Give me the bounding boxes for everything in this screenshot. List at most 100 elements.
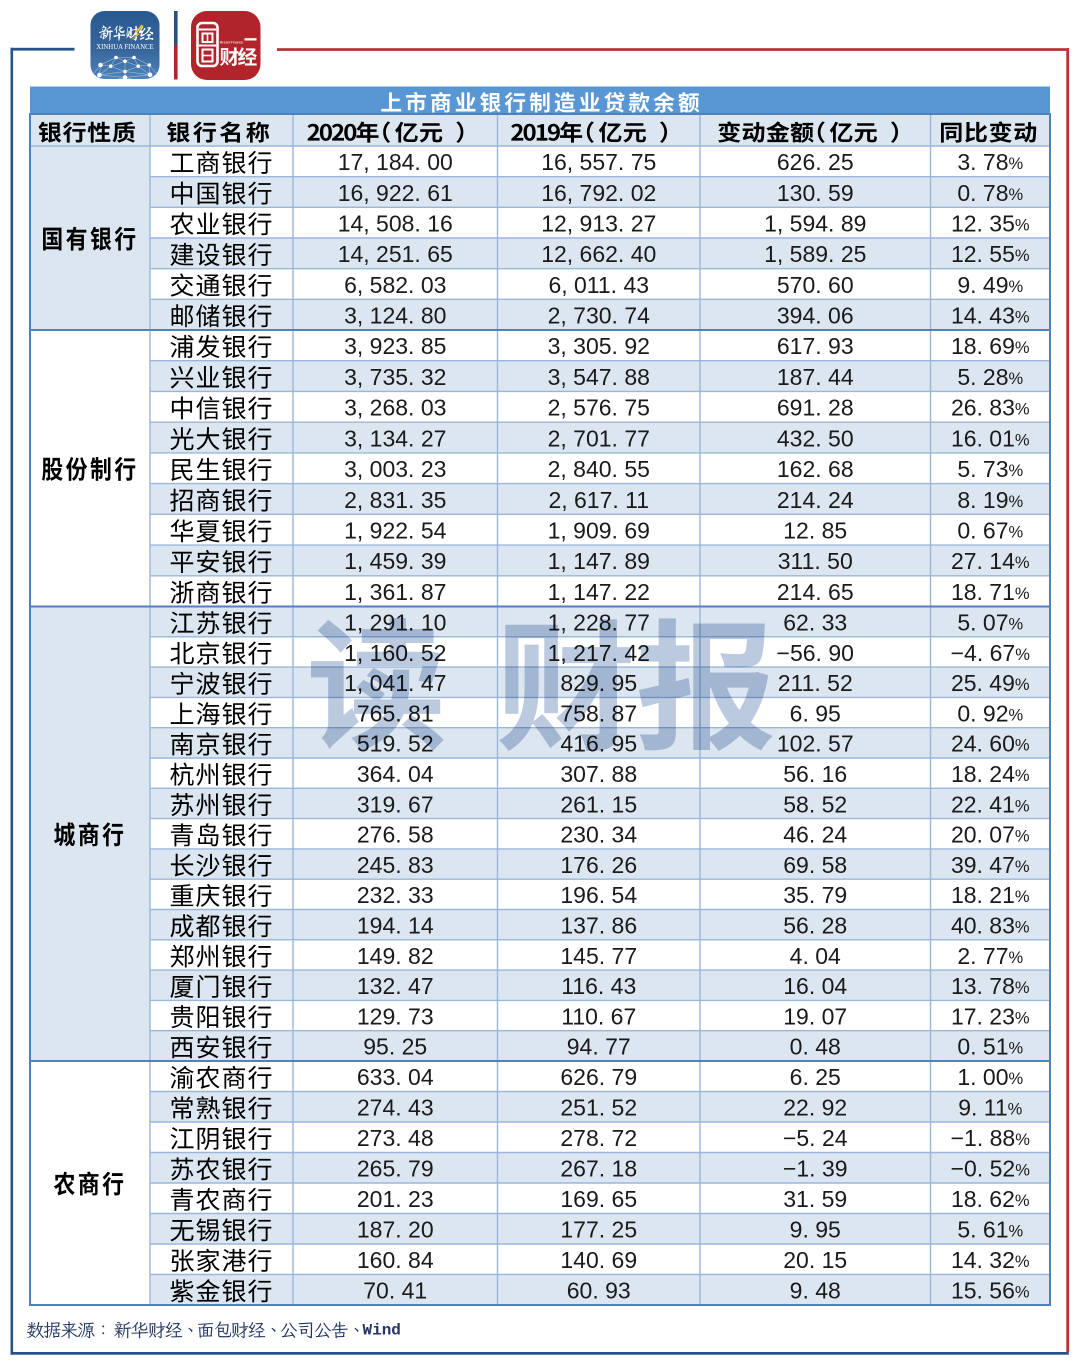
svg-text:110. 67: 110. 67 — [561, 1003, 636, 1029]
svg-text:116. 43: 116. 43 — [561, 973, 636, 999]
svg-text:3, 134. 27: 3, 134. 27 — [344, 425, 446, 451]
svg-text:2, 840. 55: 2, 840. 55 — [548, 456, 650, 482]
svg-text:194. 14: 194. 14 — [357, 912, 434, 938]
svg-text:251. 52: 251. 52 — [560, 1095, 637, 1121]
svg-text:278. 72: 278. 72 — [560, 1125, 637, 1151]
svg-text:60. 93: 60. 93 — [567, 1278, 631, 1304]
svg-text:364. 04: 364. 04 — [357, 761, 434, 787]
svg-text:177. 25: 177. 25 — [560, 1217, 637, 1243]
svg-text:1, 922. 54: 1, 922. 54 — [344, 517, 447, 543]
svg-text:169. 65: 169. 65 — [560, 1186, 637, 1212]
svg-text:16, 557. 75: 16, 557. 75 — [541, 149, 656, 175]
svg-text:94. 77: 94. 77 — [567, 1034, 631, 1060]
svg-text:2, 617. 11: 2, 617. 11 — [548, 487, 649, 513]
svg-text:19. 07: 19. 07 — [783, 1003, 847, 1029]
svg-text:3, 268. 03: 3, 268. 03 — [344, 395, 446, 421]
svg-text:232. 33: 232. 33 — [357, 882, 434, 908]
svg-text:6, 582. 03: 6, 582. 03 — [344, 272, 446, 298]
svg-text:265. 79: 265. 79 — [357, 1156, 434, 1182]
svg-text:70. 41: 70. 41 — [363, 1278, 427, 1304]
svg-text:8. 19%: 8. 19% — [957, 487, 1023, 513]
svg-text:2, 576. 75: 2, 576. 75 — [548, 395, 650, 421]
svg-text:6, 011. 43: 6, 011. 43 — [548, 272, 649, 298]
svg-text:149. 82: 149. 82 — [357, 943, 434, 969]
svg-text:3, 305. 92: 3, 305. 92 — [548, 333, 650, 359]
svg-text:−56. 90: −56. 90 — [777, 640, 854, 666]
svg-text:311. 50: 311. 50 — [778, 548, 853, 574]
svg-text:129. 73: 129. 73 — [357, 1003, 434, 1029]
svg-text:15. 56%: 15. 56% — [951, 1278, 1030, 1304]
svg-text:14, 508. 16: 14, 508. 16 — [338, 210, 453, 236]
svg-text:267. 18: 267. 18 — [560, 1156, 637, 1182]
svg-text:2, 730. 74: 2, 730. 74 — [548, 302, 651, 328]
svg-text:211. 52: 211. 52 — [778, 670, 853, 696]
svg-text:95. 25: 95. 25 — [363, 1034, 427, 1060]
svg-text:196. 54: 196. 54 — [560, 882, 637, 908]
svg-text:3, 923. 85: 3, 923. 85 — [344, 333, 446, 359]
svg-text:14, 251. 65: 14, 251. 65 — [338, 241, 453, 267]
svg-text:6. 25: 6. 25 — [790, 1064, 841, 1090]
svg-text:214. 65: 214. 65 — [777, 579, 854, 605]
svg-text:12. 55%: 12. 55% — [951, 241, 1030, 267]
svg-text:162. 68: 162. 68 — [777, 456, 854, 482]
svg-text:1, 147. 22: 1, 147. 22 — [548, 579, 650, 605]
svg-text:201. 23: 201. 23 — [357, 1186, 434, 1212]
svg-text:1, 147. 89: 1, 147. 89 — [548, 548, 650, 574]
svg-text:31. 59: 31. 59 — [783, 1186, 847, 1212]
svg-text:16. 04: 16. 04 — [783, 973, 847, 999]
svg-text:626. 25: 626. 25 — [777, 149, 854, 175]
svg-text:1, 228. 77: 1, 228. 77 — [548, 609, 650, 635]
svg-text:1, 459. 39: 1, 459. 39 — [344, 548, 446, 574]
svg-text:230. 34: 230. 34 — [560, 822, 637, 848]
svg-text:20. 15: 20. 15 — [783, 1247, 847, 1273]
svg-text:691. 28: 691. 28 — [777, 395, 854, 421]
svg-text:273. 48: 273. 48 — [357, 1125, 434, 1151]
svg-text:274. 43: 274. 43 — [357, 1095, 434, 1121]
svg-text:0. 92%: 0. 92% — [957, 700, 1023, 726]
svg-text:140. 69: 140. 69 — [560, 1247, 637, 1273]
svg-text:18. 24%: 18. 24% — [951, 761, 1030, 787]
svg-text:35. 79: 35. 79 — [783, 882, 847, 908]
svg-text:187. 44: 187. 44 — [777, 364, 854, 390]
svg-text:626. 79: 626. 79 — [560, 1064, 637, 1090]
svg-text:17, 184. 00: 17, 184. 00 — [338, 149, 453, 175]
svg-text:16, 792. 02: 16, 792. 02 — [541, 180, 656, 206]
svg-text:62. 33: 62. 33 — [783, 609, 847, 635]
svg-text:214. 24: 214. 24 — [777, 487, 854, 513]
svg-text:633. 04: 633. 04 — [357, 1064, 434, 1090]
svg-text:1, 594. 89: 1, 594. 89 — [764, 210, 866, 236]
svg-text:261. 15: 261. 15 — [560, 791, 637, 817]
svg-text:3, 735. 32: 3, 735. 32 — [344, 364, 446, 390]
svg-text:2, 701. 77: 2, 701. 77 — [548, 425, 650, 451]
svg-text:6. 95: 6. 95 — [790, 700, 841, 726]
svg-text:307. 88: 307. 88 — [560, 761, 637, 787]
svg-text:12, 913. 27: 12, 913. 27 — [541, 210, 656, 236]
svg-text:16, 922. 61: 16, 922. 61 — [338, 180, 453, 206]
svg-text:3, 003. 23: 3, 003. 23 — [344, 456, 446, 482]
svg-text:132. 47: 132. 47 — [357, 973, 434, 999]
svg-text:−4. 67%: −4. 67% — [951, 640, 1031, 666]
svg-text:245. 83: 245. 83 — [357, 852, 434, 878]
svg-text:9. 95: 9. 95 — [790, 1217, 841, 1243]
svg-text:58. 52: 58. 52 — [783, 791, 847, 817]
svg-text:Wind: Wind — [363, 1322, 401, 1340]
svg-text:Bread Finance: Bread Finance — [220, 40, 243, 44]
svg-text:0. 67%: 0. 67% — [957, 517, 1023, 543]
svg-text:3, 547. 88: 3, 547. 88 — [548, 364, 650, 390]
svg-text:XINHUA FINANCE: XINHUA FINANCE — [96, 44, 154, 51]
svg-text:−1. 39: −1. 39 — [783, 1156, 848, 1182]
svg-text:69. 58: 69. 58 — [783, 852, 847, 878]
svg-text:1, 589. 25: 1, 589. 25 — [764, 241, 866, 267]
svg-text:1, 909. 69: 1, 909. 69 — [548, 517, 650, 543]
svg-text:−5. 24: −5. 24 — [783, 1125, 848, 1151]
svg-text:9. 48: 9. 48 — [790, 1278, 841, 1304]
svg-text:145. 77: 145. 77 — [560, 943, 637, 969]
svg-text:160. 84: 160. 84 — [357, 1247, 434, 1273]
svg-text:1, 361. 87: 1, 361. 87 — [344, 579, 446, 605]
svg-text:3, 124. 80: 3, 124. 80 — [344, 302, 446, 328]
svg-text:432. 50: 432. 50 — [777, 425, 854, 451]
svg-text:56. 16: 56. 16 — [783, 761, 847, 787]
svg-text:0. 48: 0. 48 — [790, 1034, 841, 1060]
svg-text:394. 06: 394. 06 — [777, 302, 854, 328]
svg-text:102. 57: 102. 57 — [777, 731, 854, 757]
